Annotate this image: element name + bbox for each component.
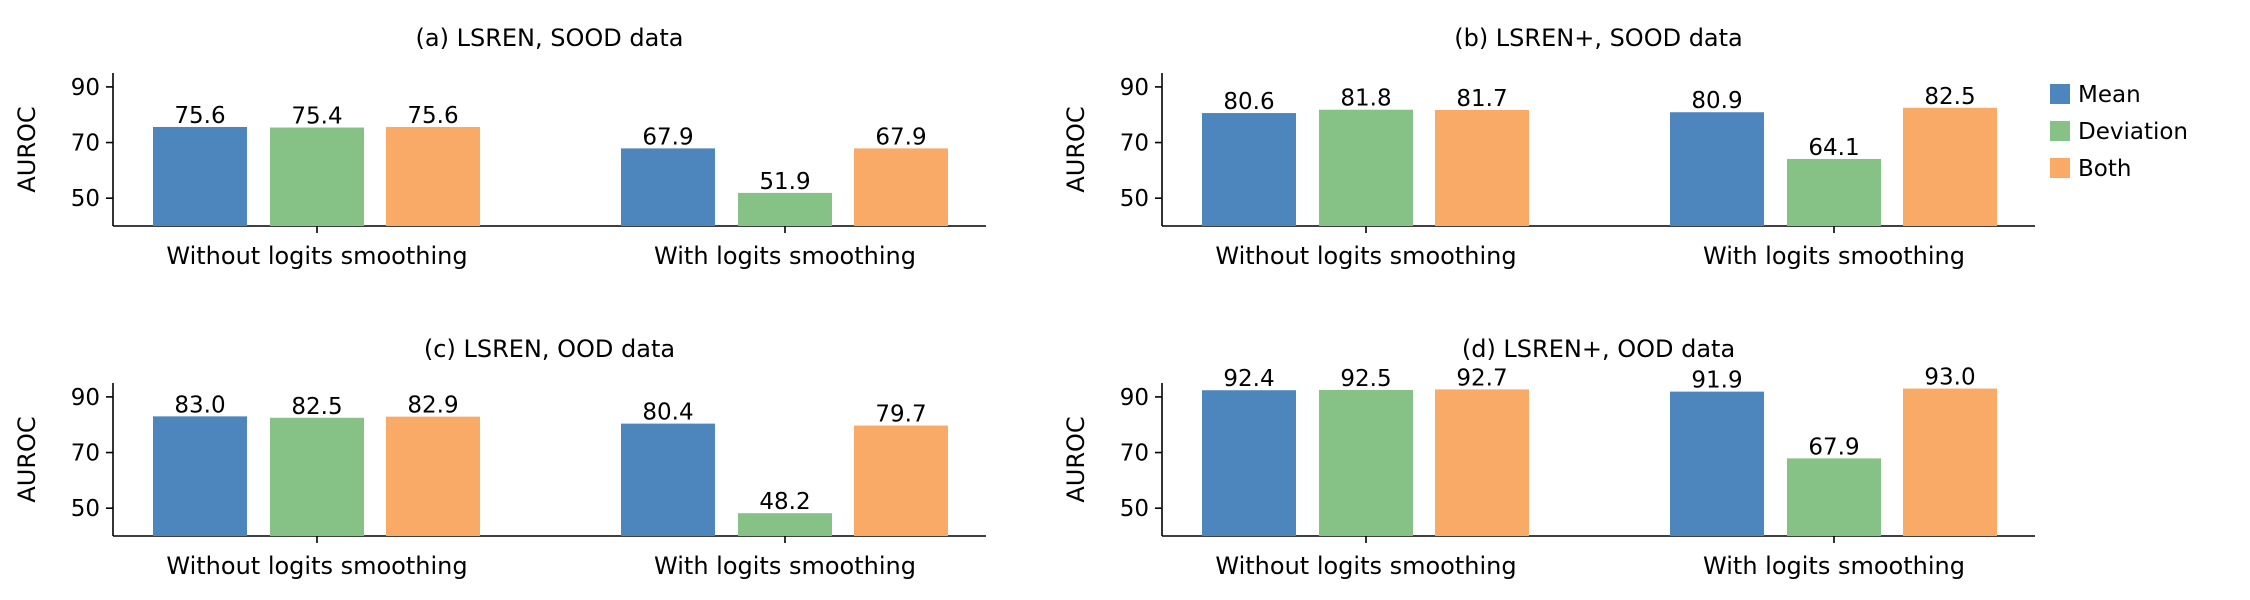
bar-deviation (1787, 158, 1881, 226)
bar-mean (1670, 112, 1764, 226)
legend-swatch-mean (2050, 84, 2070, 104)
bar-both (854, 148, 948, 226)
y-tick-label: 90 (71, 385, 100, 411)
y-tick-label: 70 (1120, 441, 1149, 467)
bar-mean (1202, 113, 1296, 226)
y-axis-label: AUROC (13, 416, 41, 502)
bar-value-label: 67.9 (642, 124, 693, 150)
bar-value-label: 82.5 (1924, 84, 1975, 110)
x-tick-label: With logits smoothing (654, 552, 916, 580)
legend-label-deviation: Deviation (2078, 119, 2188, 145)
x-tick-label: Without logits smoothing (1215, 552, 1516, 580)
bar-value-label: 64.1 (1808, 135, 1859, 161)
y-tick-label: 90 (1120, 385, 1149, 411)
bar-value-label: 51.9 (759, 169, 810, 195)
bar-mean (153, 416, 247, 536)
bar-value-label: 79.7 (875, 402, 926, 428)
legend-label-mean: Mean (2078, 82, 2141, 108)
panel-title: (b) LSREN+, SOOD data (1454, 24, 1743, 52)
legend-swatch-deviation (2050, 121, 2070, 141)
y-axis-label: AUROC (13, 106, 41, 192)
bar-value-label: 92.7 (1456, 365, 1507, 391)
bar-value-label: 81.8 (1340, 86, 1391, 112)
bar-deviation (1787, 458, 1881, 536)
bar-mean (621, 148, 715, 226)
legend-swatch-both (2050, 158, 2070, 178)
bar-value-label: 80.6 (1223, 89, 1274, 115)
bar-value-label: 82.5 (291, 394, 342, 420)
bar-deviation (270, 417, 364, 536)
bar-value-label: 92.4 (1223, 366, 1274, 392)
bar-both (386, 126, 480, 226)
bar-both (854, 425, 948, 536)
bar-value-label: 92.5 (1340, 366, 1391, 392)
panel-title: (a) LSREN, SOOD data (416, 24, 684, 52)
bar-mean (621, 423, 715, 536)
x-tick-label: With logits smoothing (654, 242, 916, 270)
y-tick-label: 50 (1120, 186, 1149, 212)
bar-value-label: 82.9 (407, 393, 458, 419)
panel-title: (c) LSREN, OOD data (424, 335, 675, 363)
bar-value-label: 67.9 (1808, 434, 1859, 460)
bar-value-label: 91.9 (1691, 368, 1742, 394)
bar-mean (153, 126, 247, 226)
y-tick-label: 70 (71, 131, 100, 157)
bar-value-label: 80.4 (642, 400, 693, 426)
bar-deviation (738, 513, 832, 536)
y-tick-label: 50 (1120, 496, 1149, 522)
bar-both (1903, 107, 1997, 226)
y-tick-label: 70 (71, 441, 100, 467)
bar-value-label: 48.2 (759, 489, 810, 515)
y-tick-label: 90 (1120, 75, 1149, 101)
y-tick-label: 50 (71, 496, 100, 522)
y-axis-label: AUROC (1062, 106, 1090, 192)
bar-both (1903, 388, 1997, 536)
bar-value-label: 83.0 (174, 392, 225, 418)
bar-mean (1670, 391, 1764, 536)
y-tick-label: 90 (71, 75, 100, 101)
legend-label-both: Both (2078, 156, 2131, 182)
bar-deviation (738, 192, 832, 226)
x-tick-label: With logits smoothing (1703, 552, 1965, 580)
bar-both (1435, 109, 1529, 226)
bar-value-label: 81.7 (1456, 86, 1507, 112)
bar-both (386, 416, 480, 536)
panel-title: (d) LSREN+, OOD data (1462, 335, 1735, 363)
bar-deviation (1319, 389, 1413, 536)
y-tick-label: 70 (1120, 131, 1149, 157)
bar-value-label: 93.0 (1924, 365, 1975, 391)
x-tick-label: Without logits smoothing (1215, 242, 1516, 270)
bar-value-label: 75.6 (407, 103, 458, 129)
bar-deviation (1319, 109, 1413, 226)
bar-value-label: 67.9 (875, 124, 926, 150)
y-axis-label: AUROC (1062, 416, 1090, 502)
bar-value-label: 80.9 (1691, 88, 1742, 114)
x-tick-label: Without logits smoothing (166, 242, 467, 270)
x-tick-label: With logits smoothing (1703, 242, 1965, 270)
x-tick-label: Without logits smoothing (166, 552, 467, 580)
bar-both (1435, 389, 1529, 536)
y-tick-label: 50 (71, 186, 100, 212)
bar-deviation (270, 127, 364, 226)
bar-mean (1202, 390, 1296, 536)
bar-value-label: 75.4 (291, 104, 342, 130)
bar-value-label: 75.6 (174, 103, 225, 129)
